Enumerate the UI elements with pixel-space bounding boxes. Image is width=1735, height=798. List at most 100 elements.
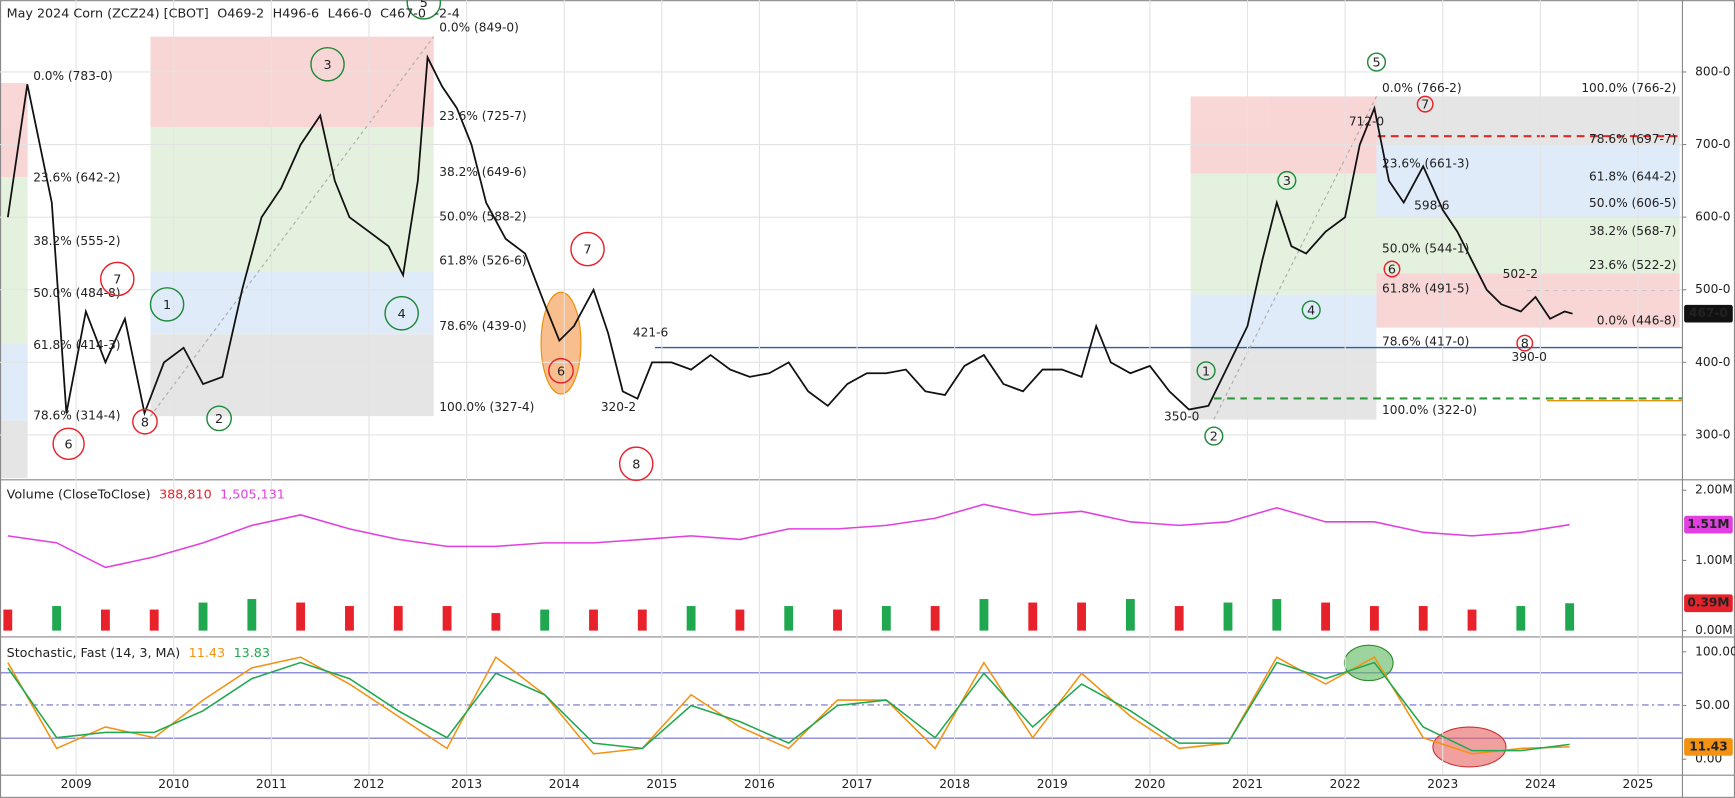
volume-bar bbox=[540, 609, 550, 631]
wave-marker bbox=[206, 405, 232, 432]
volume-bar bbox=[345, 606, 354, 631]
volume-bar bbox=[881, 606, 891, 631]
volume-bar bbox=[442, 606, 452, 631]
volume-bar bbox=[735, 609, 745, 631]
wave-marker bbox=[1301, 300, 1321, 320]
y-tick-label: 400-0 bbox=[1695, 355, 1730, 369]
annotation: 50.0% (588-2) bbox=[439, 209, 526, 223]
panel-title: Volume (CloseToClose) bbox=[7, 486, 151, 501]
annotation: 78.6% (314-4) bbox=[33, 409, 120, 423]
annotation: 38.2% (649-6) bbox=[439, 165, 526, 179]
wave-label: 3 bbox=[1283, 173, 1291, 188]
wave-marker bbox=[1366, 52, 1387, 72]
wave-marker bbox=[1196, 361, 1216, 381]
price-header: May 2024 Corn (ZCZ24) [CBOT] O469-2 H496… bbox=[7, 5, 460, 20]
y-tick-label: 0.00M bbox=[1695, 623, 1733, 637]
series-line bbox=[7, 655, 1570, 755]
annotation: 50.0% (484-8) bbox=[33, 286, 120, 300]
wave-marker bbox=[618, 446, 654, 482]
y-tick-label: 50.00 bbox=[1695, 698, 1730, 712]
annotation: 502-2 bbox=[1503, 267, 1538, 281]
wave-label: 1 bbox=[1202, 363, 1210, 378]
wave-label: 4 bbox=[1307, 303, 1315, 318]
legend-entry: 388,810 bbox=[159, 486, 212, 501]
x-tick-label: 2014 bbox=[549, 777, 580, 791]
volume-bar bbox=[1467, 609, 1477, 631]
last-value-label: 11.43 bbox=[1689, 739, 1727, 753]
volume-bar bbox=[1223, 602, 1233, 631]
annotation: 23.6% (642-2) bbox=[33, 171, 120, 185]
volume-bar bbox=[589, 609, 598, 631]
legend-entry: 1,505,131 bbox=[220, 486, 285, 501]
x-tick-label: 2025 bbox=[1622, 777, 1653, 791]
wave-label: 2 bbox=[215, 411, 223, 426]
series-line bbox=[7, 661, 1570, 752]
x-tick-label: 2019 bbox=[1037, 777, 1068, 791]
volume-header: Volume (CloseToClose) 388,810 1,505,131 bbox=[7, 486, 285, 501]
annotation: 78.6% (439-0) bbox=[439, 319, 526, 333]
legend-entry: 13.83 bbox=[234, 644, 270, 659]
annotation: 61.8% (414-3) bbox=[33, 338, 120, 352]
x-tick-label: 2010 bbox=[158, 777, 189, 791]
last-value-tag bbox=[1684, 304, 1733, 323]
chart-title: May 2024 Corn (ZCZ24) [CBOT] bbox=[7, 5, 209, 20]
last-value-label: 467-0 bbox=[1689, 306, 1728, 320]
x-tick-label: 2011 bbox=[256, 777, 287, 791]
annotation: 0.0% (783-0) bbox=[33, 69, 113, 83]
wave-label: 8 bbox=[141, 414, 149, 429]
volume-bar bbox=[1077, 602, 1086, 631]
volume-bar bbox=[1516, 606, 1526, 631]
wave-label: 4 bbox=[398, 306, 406, 321]
x-tick-label: 2013 bbox=[451, 777, 482, 791]
last-value-label: 1.51M bbox=[1687, 517, 1729, 531]
ohlc-close: C467-0 bbox=[380, 5, 426, 20]
wave-label: 8 bbox=[1521, 336, 1529, 351]
volume-bar bbox=[52, 606, 62, 631]
volume-bar bbox=[3, 609, 13, 631]
wave-marker bbox=[310, 46, 345, 82]
annotation: 390-0 bbox=[1511, 350, 1546, 364]
annotation: 38.2% (555-2) bbox=[33, 234, 120, 248]
annotation: 78.6% (697-7) bbox=[1589, 132, 1676, 146]
annotation: 350-0 bbox=[1164, 410, 1199, 424]
wave-label: 6 bbox=[557, 363, 565, 378]
wave-marker bbox=[132, 408, 158, 435]
volume-bar bbox=[491, 613, 501, 631]
volume-bar bbox=[1369, 606, 1379, 631]
y-tick-label: 800-0 bbox=[1695, 64, 1730, 78]
annotation: 78.6% (417-0) bbox=[1382, 335, 1469, 349]
x-tick-label: 2020 bbox=[1134, 777, 1165, 791]
annotation: 0.0% (766-2) bbox=[1382, 81, 1462, 95]
wave-label: 7 bbox=[584, 242, 592, 257]
wave-label: 1 bbox=[163, 297, 171, 312]
wave-label: 5 bbox=[1372, 55, 1380, 70]
volume-bar bbox=[247, 599, 257, 631]
volume-bar bbox=[979, 599, 989, 631]
wave-label: 6 bbox=[1388, 262, 1396, 277]
x-tick-label: 2012 bbox=[354, 777, 385, 791]
annotation: 61.8% (491-5) bbox=[1382, 281, 1469, 295]
annotation: 23.6% (661-3) bbox=[1382, 156, 1469, 170]
volume-bar bbox=[1418, 606, 1428, 631]
x-tick-label: 2009 bbox=[61, 777, 92, 791]
wave-label: 7 bbox=[113, 272, 121, 287]
volume-bar bbox=[1272, 599, 1282, 631]
volume-bar bbox=[198, 602, 208, 631]
wave-marker bbox=[99, 261, 135, 297]
volume-bar bbox=[784, 606, 794, 631]
wave-marker bbox=[1416, 95, 1434, 113]
volume-bar bbox=[1321, 602, 1331, 631]
annotation: 23.6% (522-2) bbox=[1589, 258, 1676, 272]
wave-marker bbox=[384, 295, 419, 331]
last-value-tag bbox=[1684, 594, 1733, 613]
volume-bar bbox=[296, 602, 306, 631]
x-tick-label: 2021 bbox=[1232, 777, 1263, 791]
x-tick-label: 2024 bbox=[1525, 777, 1556, 791]
wave-label: 7 bbox=[1421, 97, 1429, 112]
annotation: 61.8% (526-6) bbox=[439, 254, 526, 268]
wave-marker bbox=[570, 231, 605, 267]
wave-label: 5 bbox=[420, 0, 428, 10]
